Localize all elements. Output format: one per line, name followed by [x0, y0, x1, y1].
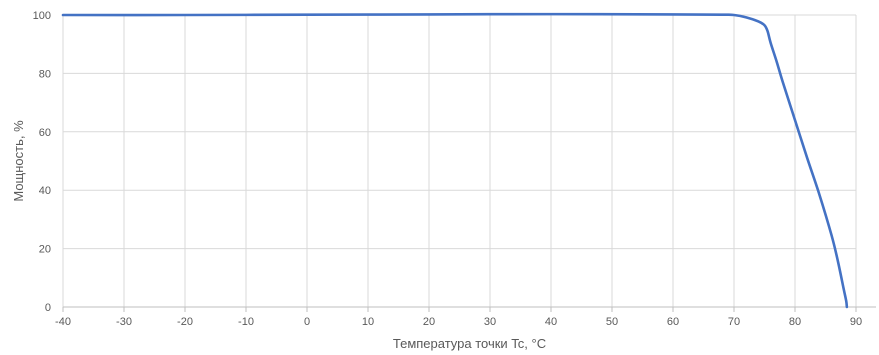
y-axis-title: Мощность, % [11, 120, 26, 202]
y-tick-label: 20 [39, 244, 51, 256]
x-tick-label: 0 [304, 316, 310, 328]
y-tick-label: 60 [39, 127, 51, 139]
series-line [61, 12, 849, 309]
x-tick-label: -20 [177, 316, 193, 328]
x-tick-label: -10 [238, 316, 254, 328]
x-tick-label: 60 [667, 316, 679, 328]
x-tick-label: 90 [850, 316, 862, 328]
x-tick-label: -30 [116, 316, 132, 328]
x-tick-label: 40 [545, 316, 557, 328]
x-tick-label: 20 [423, 316, 435, 328]
x-tick-label: -40 [55, 316, 71, 328]
x-tick-label: 70 [728, 316, 740, 328]
series-layer [61, 12, 849, 309]
y-tick-label: 80 [39, 68, 51, 80]
x-axis-title: Температура точки Tc, °C [393, 336, 546, 351]
axes [62, 306, 876, 312]
x-tick-label: 10 [362, 316, 374, 328]
x-tick-label: 50 [606, 316, 618, 328]
x-tick-label: 80 [789, 316, 801, 328]
y-tick-label: 100 [33, 10, 51, 22]
tick-labels: -40 -30 -20 -10 0 10 20 30 40 50 60 70 80 90 0 20 40 60 80… [33, 10, 862, 328]
grid-lines [62, 14, 857, 307]
x-tick-label: 30 [484, 316, 496, 328]
y-tick-label: 0 [45, 302, 51, 314]
y-tick-label: 40 [39, 185, 51, 197]
